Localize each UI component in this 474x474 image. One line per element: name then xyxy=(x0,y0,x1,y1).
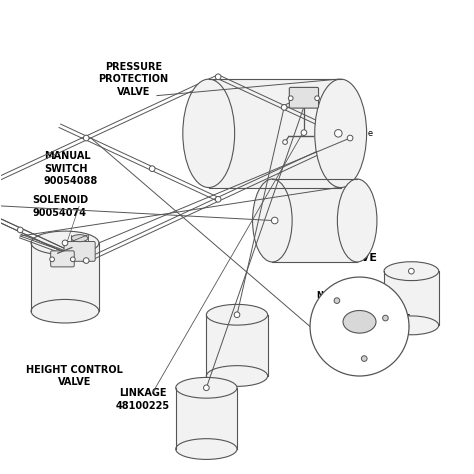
Ellipse shape xyxy=(337,179,377,262)
Polygon shape xyxy=(31,243,99,311)
Polygon shape xyxy=(176,388,237,449)
Text: SUS.: SUS. xyxy=(392,313,414,322)
Circle shape xyxy=(335,129,342,137)
Ellipse shape xyxy=(206,304,268,325)
Ellipse shape xyxy=(384,316,438,335)
FancyBboxPatch shape xyxy=(51,251,74,267)
Polygon shape xyxy=(206,315,268,376)
Circle shape xyxy=(203,385,209,391)
Text: Front of Vehicle: Front of Vehicle xyxy=(295,129,373,168)
Circle shape xyxy=(149,166,155,172)
Circle shape xyxy=(71,257,75,262)
FancyBboxPatch shape xyxy=(64,241,95,261)
Circle shape xyxy=(361,356,367,361)
Circle shape xyxy=(234,312,240,318)
Circle shape xyxy=(283,140,287,145)
Ellipse shape xyxy=(384,262,438,281)
Ellipse shape xyxy=(176,438,237,459)
Ellipse shape xyxy=(31,231,99,255)
Ellipse shape xyxy=(206,365,268,386)
Ellipse shape xyxy=(31,300,99,323)
Circle shape xyxy=(62,240,68,246)
Text: PRESSURE
PROTECTION
VALVE: PRESSURE PROTECTION VALVE xyxy=(98,62,168,97)
Circle shape xyxy=(347,135,353,141)
Text: N.C.: N.C. xyxy=(352,363,372,372)
Circle shape xyxy=(409,268,414,274)
Circle shape xyxy=(215,197,221,202)
Circle shape xyxy=(334,298,340,303)
Polygon shape xyxy=(384,271,438,325)
Circle shape xyxy=(50,257,55,262)
Ellipse shape xyxy=(343,310,376,333)
Polygon shape xyxy=(209,79,341,188)
Text: MANUAL
SWITCH
90054088: MANUAL SWITCH 90054088 xyxy=(44,151,98,186)
Circle shape xyxy=(18,227,23,233)
Text: N.O: N.O xyxy=(317,292,334,301)
Circle shape xyxy=(272,217,278,224)
Circle shape xyxy=(315,96,319,100)
Ellipse shape xyxy=(315,79,366,188)
Circle shape xyxy=(83,135,89,141)
FancyBboxPatch shape xyxy=(289,87,319,108)
Polygon shape xyxy=(273,179,357,262)
Circle shape xyxy=(215,74,221,80)
Circle shape xyxy=(281,105,287,110)
Text: LINKAGE
48100225: LINKAGE 48100225 xyxy=(116,388,170,411)
Ellipse shape xyxy=(176,377,237,398)
Text: PILOT VALVE: PILOT VALVE xyxy=(299,253,377,263)
Circle shape xyxy=(310,277,409,376)
Ellipse shape xyxy=(72,235,88,242)
Circle shape xyxy=(83,258,89,264)
Circle shape xyxy=(383,315,388,321)
Ellipse shape xyxy=(183,79,235,188)
Circle shape xyxy=(301,130,307,136)
Text: SOLENOID
90054074: SOLENOID 90054074 xyxy=(32,195,88,218)
Circle shape xyxy=(288,96,293,100)
Ellipse shape xyxy=(253,179,292,262)
Text: HEIGHT CONTROL
VALVE: HEIGHT CONTROL VALVE xyxy=(26,365,123,387)
